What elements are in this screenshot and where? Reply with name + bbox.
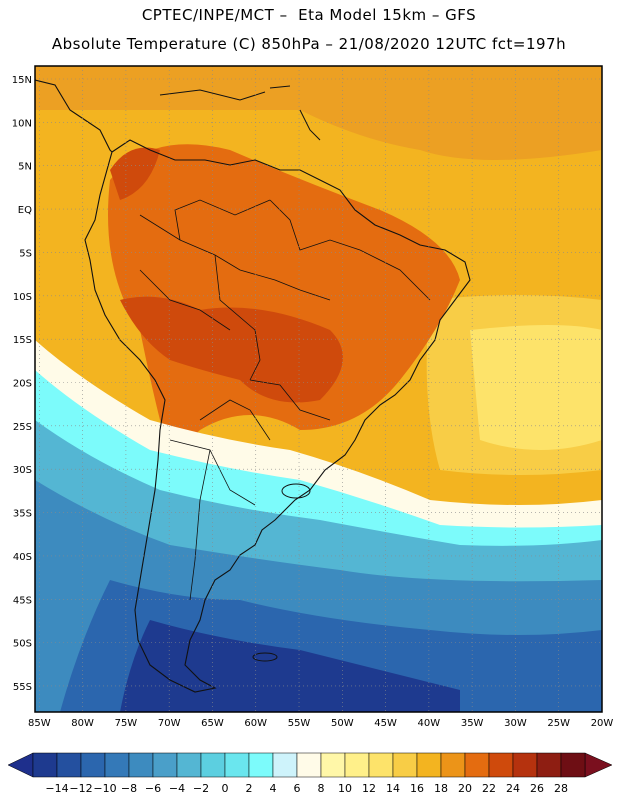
lon-tick-label: 40W — [418, 718, 441, 729]
colorbar-label: 8 — [318, 782, 325, 795]
colorbar-cell — [416, 752, 442, 778]
colorbar-label: 14 — [386, 782, 400, 795]
colorbar-cell — [224, 752, 250, 778]
lon-tick-label: 70W — [158, 718, 181, 729]
estuary-outline — [281, 483, 311, 499]
colorbar-label: −4 — [169, 782, 185, 795]
lon-tick-label: 85W — [28, 718, 51, 729]
lat-tick-label: 40S — [13, 552, 32, 563]
field-band-deepest — [120, 620, 460, 712]
colorbar-label: 24 — [506, 782, 520, 795]
lon-tick-label: 25W — [547, 718, 570, 729]
colorbar-label: −2 — [193, 782, 209, 795]
colorbar-cell — [80, 752, 106, 778]
central-america-outline — [35, 79, 113, 153]
lat-tick-label: 20S — [13, 378, 32, 389]
colorbar-cells — [7, 752, 613, 778]
colorbar-cell — [464, 752, 490, 778]
colorbar-cell — [152, 752, 178, 778]
caribbean-outline — [159, 85, 321, 141]
colorbar-label: −10 — [93, 782, 116, 795]
lat-tick-label: 15N — [12, 75, 32, 86]
colorbar-label: −6 — [145, 782, 161, 795]
colorbar-cell — [392, 752, 418, 778]
map-frame — [34, 65, 603, 713]
field-continent-hot — [120, 296, 343, 403]
colorbar-label: 16 — [410, 782, 424, 795]
field-north-hot — [110, 147, 160, 200]
colorbar-label: −12 — [69, 782, 92, 795]
chart-title-line1: CPTEC/INPE/MCT – Eta Model 15km – GFS — [141, 6, 477, 24]
lon-tick-label: 80W — [71, 718, 94, 729]
colorbar-cell — [536, 752, 562, 778]
colorbar-label: −8 — [121, 782, 137, 795]
colorbar-cell — [272, 752, 298, 778]
chart-title-line2: Absolute Temperature (C) 850hPa – 21/08/… — [51, 35, 567, 53]
colorbar-label: 18 — [434, 782, 448, 795]
south-america-outline — [84, 139, 471, 693]
lat-tick-label: 5S — [19, 248, 32, 259]
lon-tick-label: 65W — [201, 718, 224, 729]
colorbar-cell — [368, 752, 394, 778]
latitude-labels: 15N 10N 5N EQ 5S 10S 15S 20S 25S 30S 35S 40S 45S 50S 5… — [12, 75, 32, 693]
colorbar-label: 26 — [530, 782, 544, 795]
lat-tick-label: 25S — [13, 422, 32, 433]
lat-lon-grid — [35, 66, 603, 712]
lon-tick-label: 55W — [288, 718, 311, 729]
lat-tick-label: 50S — [13, 639, 32, 650]
colorbar-cell — [512, 752, 538, 778]
colorbar-cell — [32, 752, 58, 778]
lon-tick-label: 60W — [244, 718, 267, 729]
colorbar-label: 0 — [222, 782, 229, 795]
lon-tick-label: 75W — [115, 718, 138, 729]
longitude-labels: 85W 80W 75W 70W 65W 60W 55W 50W 45W 40W 35W 30W 25W 2… — [28, 718, 613, 729]
colorbar-label: 6 — [294, 782, 301, 795]
field-north-ocean — [35, 66, 602, 160]
colorbar-labels: −14 −12 −10 −8 −6 −4 −2 0 2 4 6 8 10 12 14 16 18 20 22 24 26… — [45, 782, 568, 795]
colorbar-cell — [320, 752, 346, 778]
lat-tick-label: 10N — [12, 118, 32, 129]
colorbar-label: 28 — [554, 782, 568, 795]
lon-tick-label: 20W — [591, 718, 614, 729]
colorbar-cell — [344, 752, 370, 778]
lat-tick-label: 55S — [13, 682, 32, 693]
lon-tick-label: 30W — [504, 718, 527, 729]
colorbar-cell — [104, 752, 130, 778]
country-borders — [139, 199, 431, 601]
colorbar-cell — [128, 752, 154, 778]
colorbar-label: 4 — [270, 782, 277, 795]
falklands-outline — [252, 652, 278, 662]
colorbar-cell — [248, 752, 274, 778]
temperature-map: 15N 10N 5N EQ 5S 10S 15S 20S 25S 30S 35S 40S 45S 50S 5… — [12, 65, 613, 729]
lon-tick-label: 35W — [461, 718, 484, 729]
lat-tick-label: 35S — [13, 509, 32, 520]
colorbar-label: 20 — [458, 782, 472, 795]
map-field — [35, 66, 602, 712]
lat-tick-label: 15S — [13, 335, 32, 346]
colorbar-cell — [296, 752, 322, 778]
lon-tick-label: 45W — [374, 718, 397, 729]
colorbar-cell — [560, 752, 586, 778]
lat-tick-label: 45S — [13, 595, 32, 606]
lat-tick-label: 30S — [13, 465, 32, 476]
lat-tick-label: 5N — [18, 162, 32, 173]
field-continent-warm — [108, 144, 460, 443]
colorbar-label: 10 — [338, 782, 352, 795]
lat-tick-label: EQ — [18, 205, 32, 216]
colorbar-cell — [440, 752, 466, 778]
lon-tick-label: 50W — [331, 718, 354, 729]
colorbar-label: −14 — [45, 782, 68, 795]
colorbar-cell — [200, 752, 226, 778]
colorbar-label: 12 — [362, 782, 376, 795]
colorbar-cell — [488, 752, 514, 778]
lat-tick-label: 10S — [13, 292, 32, 303]
colorbar-label: 22 — [482, 782, 496, 795]
field-se-atlantic-inner — [470, 325, 602, 450]
colorbar: −14 −12 −10 −8 −6 −4 −2 0 2 4 6 8 10 12 14 16 18 20 22 24 26… — [7, 752, 613, 795]
colorbar-low-arrow — [7, 752, 34, 778]
colorbar-cell — [176, 752, 202, 778]
colorbar-high-arrow — [584, 752, 613, 778]
colorbar-label: 2 — [246, 782, 253, 795]
colorbar-cell — [56, 752, 82, 778]
